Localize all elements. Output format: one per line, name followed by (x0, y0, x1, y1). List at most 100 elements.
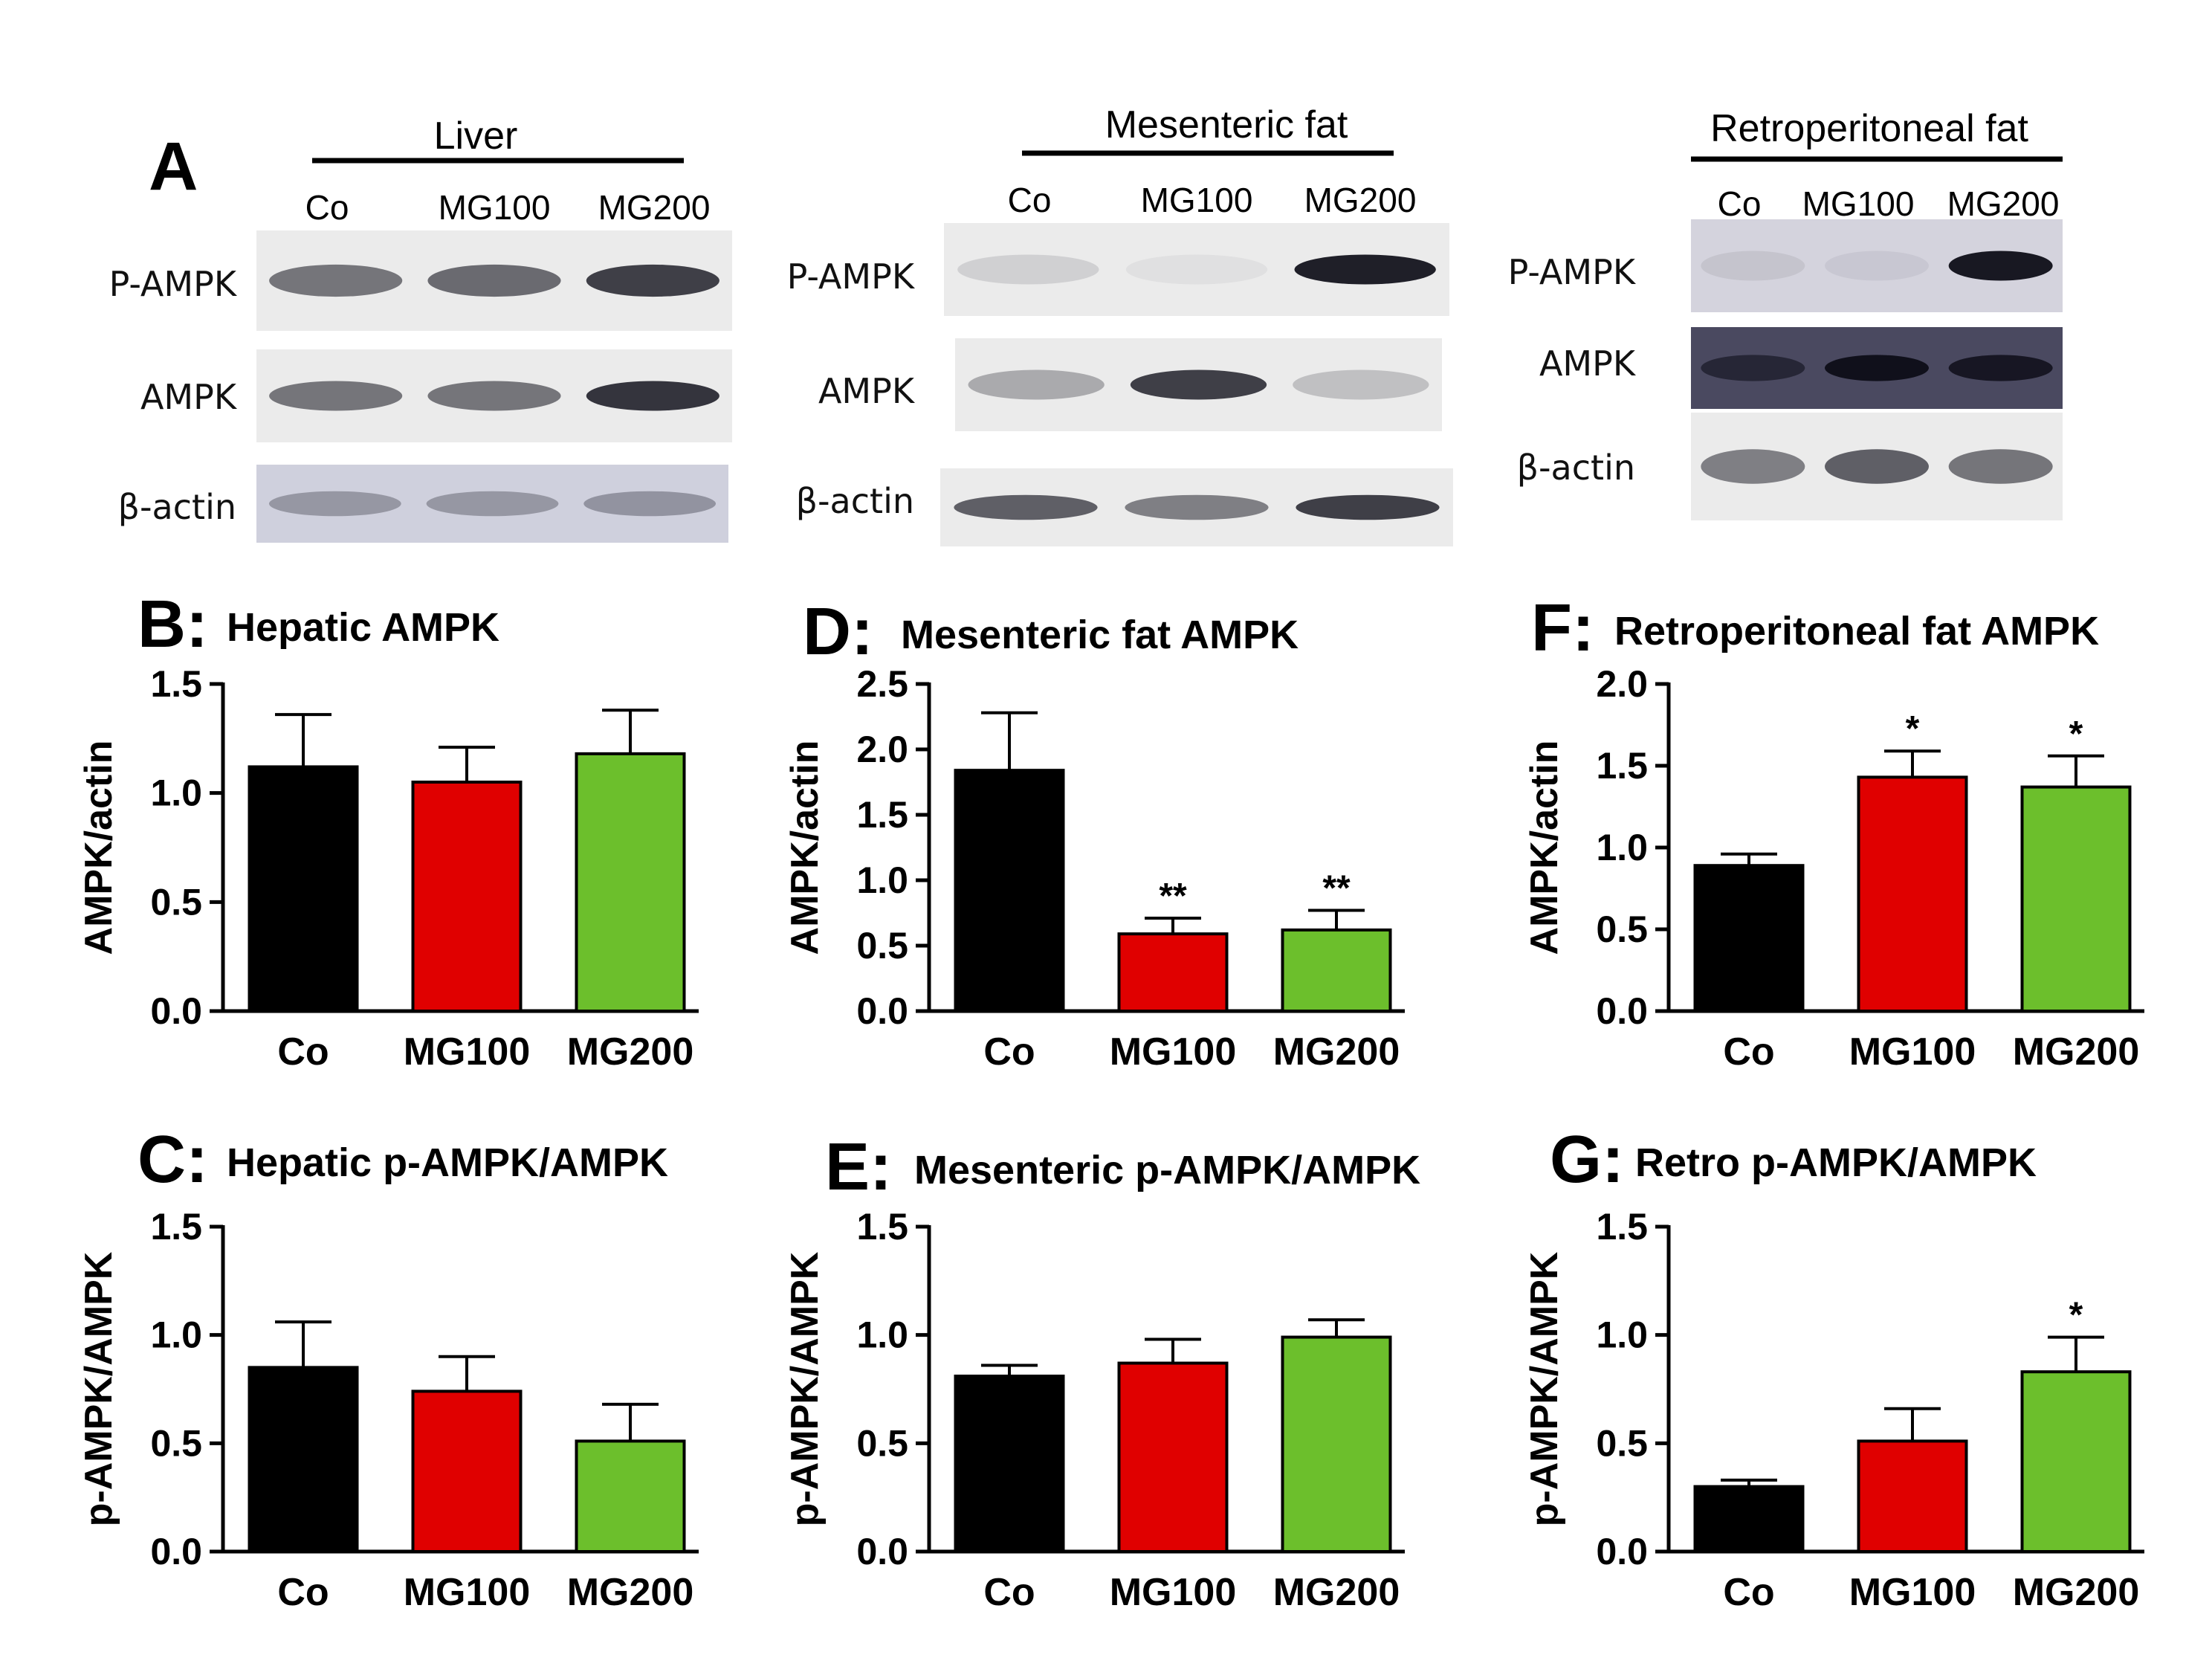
blot-band (269, 264, 403, 297)
blot-band (427, 381, 561, 411)
panel-letter: F: (1531, 591, 1594, 665)
blot-band (427, 264, 561, 297)
y-tick-label: 1.0 (150, 772, 202, 814)
y-tick-label: 0.5 (1596, 908, 1648, 950)
y-tick-label: 1.5 (1596, 1206, 1648, 1247)
x-tick-label: MG200 (567, 1030, 694, 1074)
blot-band (968, 369, 1105, 400)
y-tick-label: 0.5 (1596, 1422, 1648, 1464)
blot-lane-label: MG100 (1141, 181, 1253, 219)
y-tick-label: 0.0 (856, 990, 908, 1032)
bar-mg200 (575, 752, 686, 1013)
bar-mg200 (575, 1439, 686, 1554)
blot-band (1701, 449, 1805, 484)
bar-co (1693, 1485, 1805, 1553)
x-tick-label: MG100 (1849, 1030, 1976, 1074)
y-tick-label: 0.0 (150, 1531, 202, 1572)
y-tick-label: 1.5 (856, 794, 908, 836)
y-axis-label: p-AMPK/AMPK (77, 1251, 120, 1526)
x-tick-label: MG200 (2013, 1030, 2140, 1074)
chart-title: Hepatic p-AMPK/AMPK (227, 1140, 668, 1185)
y-tick-label: 0.0 (150, 990, 202, 1032)
y-axis-label: AMPK/actin (1523, 740, 1566, 955)
x-tick-label: Co (277, 1030, 329, 1074)
bar-co (248, 765, 359, 1013)
blot-band (1293, 369, 1429, 400)
blot-lane-label: MG200 (1304, 181, 1417, 219)
blot-row-label: AMPK (818, 371, 916, 411)
blot-title: Mesenteric fat (1105, 103, 1348, 146)
y-tick-label: 2.0 (856, 729, 908, 770)
panel-letter-a: A (149, 129, 198, 204)
x-tick-label: Co (983, 1571, 1035, 1614)
y-tick-label: 1.0 (856, 1314, 908, 1356)
bar-mg200 (1281, 928, 1392, 1013)
bar-mg200 (2020, 1370, 2132, 1554)
blot-row-label: P-AMPK (1508, 252, 1637, 292)
bar-mg100 (1857, 775, 1968, 1013)
bar-co (248, 1366, 359, 1554)
x-tick-label: MG100 (1849, 1571, 1976, 1614)
chart-title: Retroperitoneal fat AMPK (1614, 609, 2099, 653)
x-tick-label: MG200 (567, 1571, 694, 1614)
y-tick-label: 1.5 (150, 1206, 202, 1247)
blot-band (1948, 251, 2053, 281)
y-tick-label: 2.0 (1596, 663, 1648, 705)
blot-band (1294, 254, 1436, 285)
x-tick-label: Co (1723, 1571, 1774, 1614)
bar-mg200 (1281, 1335, 1392, 1553)
blot-lane-label: MG100 (1802, 184, 1915, 223)
significance-marker: * (1906, 709, 1920, 749)
blot-band (586, 381, 719, 411)
y-tick-label: 1.5 (150, 663, 202, 705)
chart-title: Mesenteric p-AMPK/AMPK (914, 1148, 1420, 1192)
chart-title: Mesenteric fat AMPK (901, 613, 1299, 657)
blot-band (583, 491, 717, 517)
blot-lane-label: Co (305, 188, 349, 227)
chart-panel-d: D: Mesenteric fat AMPK 0.0 0.5 1.0 1.5 2.0 2.5 A… (783, 595, 1405, 1074)
significance-marker: ** (1159, 877, 1187, 916)
y-tick-label: 0.5 (856, 1422, 908, 1464)
y-tick-label: 1.0 (1596, 827, 1648, 868)
blot-title: Retroperitoneal fat (1710, 107, 2028, 150)
chart-panel-g: G: Retro p-AMPK/AMPK 0.0 0.5 1.0 1.5 p-AMPK/AM… (1523, 1123, 2144, 1614)
y-tick-label: 1.5 (1596, 745, 1648, 787)
blot-band (1701, 251, 1805, 281)
blot-band (957, 254, 1099, 285)
x-tick-label: MG200 (2013, 1571, 2140, 1614)
blot-band (1825, 449, 1929, 484)
y-axis-label: AMPK/actin (77, 740, 120, 955)
blot-row-label: β-actin (796, 481, 914, 521)
panel-letter: E: (825, 1130, 892, 1204)
y-tick-label: 0.0 (1596, 1531, 1648, 1572)
y-tick-label: 2.5 (856, 663, 908, 705)
blot-band (269, 381, 403, 411)
blot-lane-label: MG100 (439, 188, 551, 227)
chart-panel-c: C: Hepatic p-AMPK/AMPK 0.0 0.5 1.0 1.5 p-AMPK/… (77, 1123, 699, 1614)
x-tick-label: Co (1723, 1030, 1774, 1074)
y-tick-label: 1.0 (856, 859, 908, 901)
chart-panel-e: E: Mesenteric p-AMPK/AMPK 0.0 0.5 1.0 1.5 p-AM… (783, 1130, 1420, 1614)
panel-letter: G: (1550, 1123, 1624, 1197)
bar-co (954, 769, 1065, 1013)
x-tick-label: MG200 (1273, 1030, 1400, 1074)
y-tick-label: 1.0 (1596, 1314, 1648, 1356)
bar-co (1693, 864, 1805, 1013)
x-tick-label: MG100 (1110, 1571, 1237, 1614)
blot-title: Liver (434, 114, 518, 158)
blot-strip (256, 465, 728, 543)
x-tick-label: MG100 (1110, 1030, 1237, 1074)
blot-lane-label: MG200 (598, 188, 711, 227)
significance-marker: * (2069, 714, 2083, 754)
significance-marker: ** (1322, 868, 1351, 908)
panel-letter: D: (803, 595, 873, 669)
chart-panel-f: F: Retroperitoneal fat AMPK 0.0 0.5 1.0 1.5 2.… (1523, 591, 2144, 1074)
blot-lane-label: MG200 (1947, 184, 2060, 223)
bar-mg100 (1117, 932, 1229, 1013)
blot-row-label: AMPK (1539, 343, 1637, 384)
blot-band (1125, 254, 1268, 285)
significance-marker: * (2069, 1296, 2083, 1335)
y-tick-label: 0.0 (1596, 990, 1648, 1032)
blot-lane-label: Co (1718, 184, 1762, 223)
